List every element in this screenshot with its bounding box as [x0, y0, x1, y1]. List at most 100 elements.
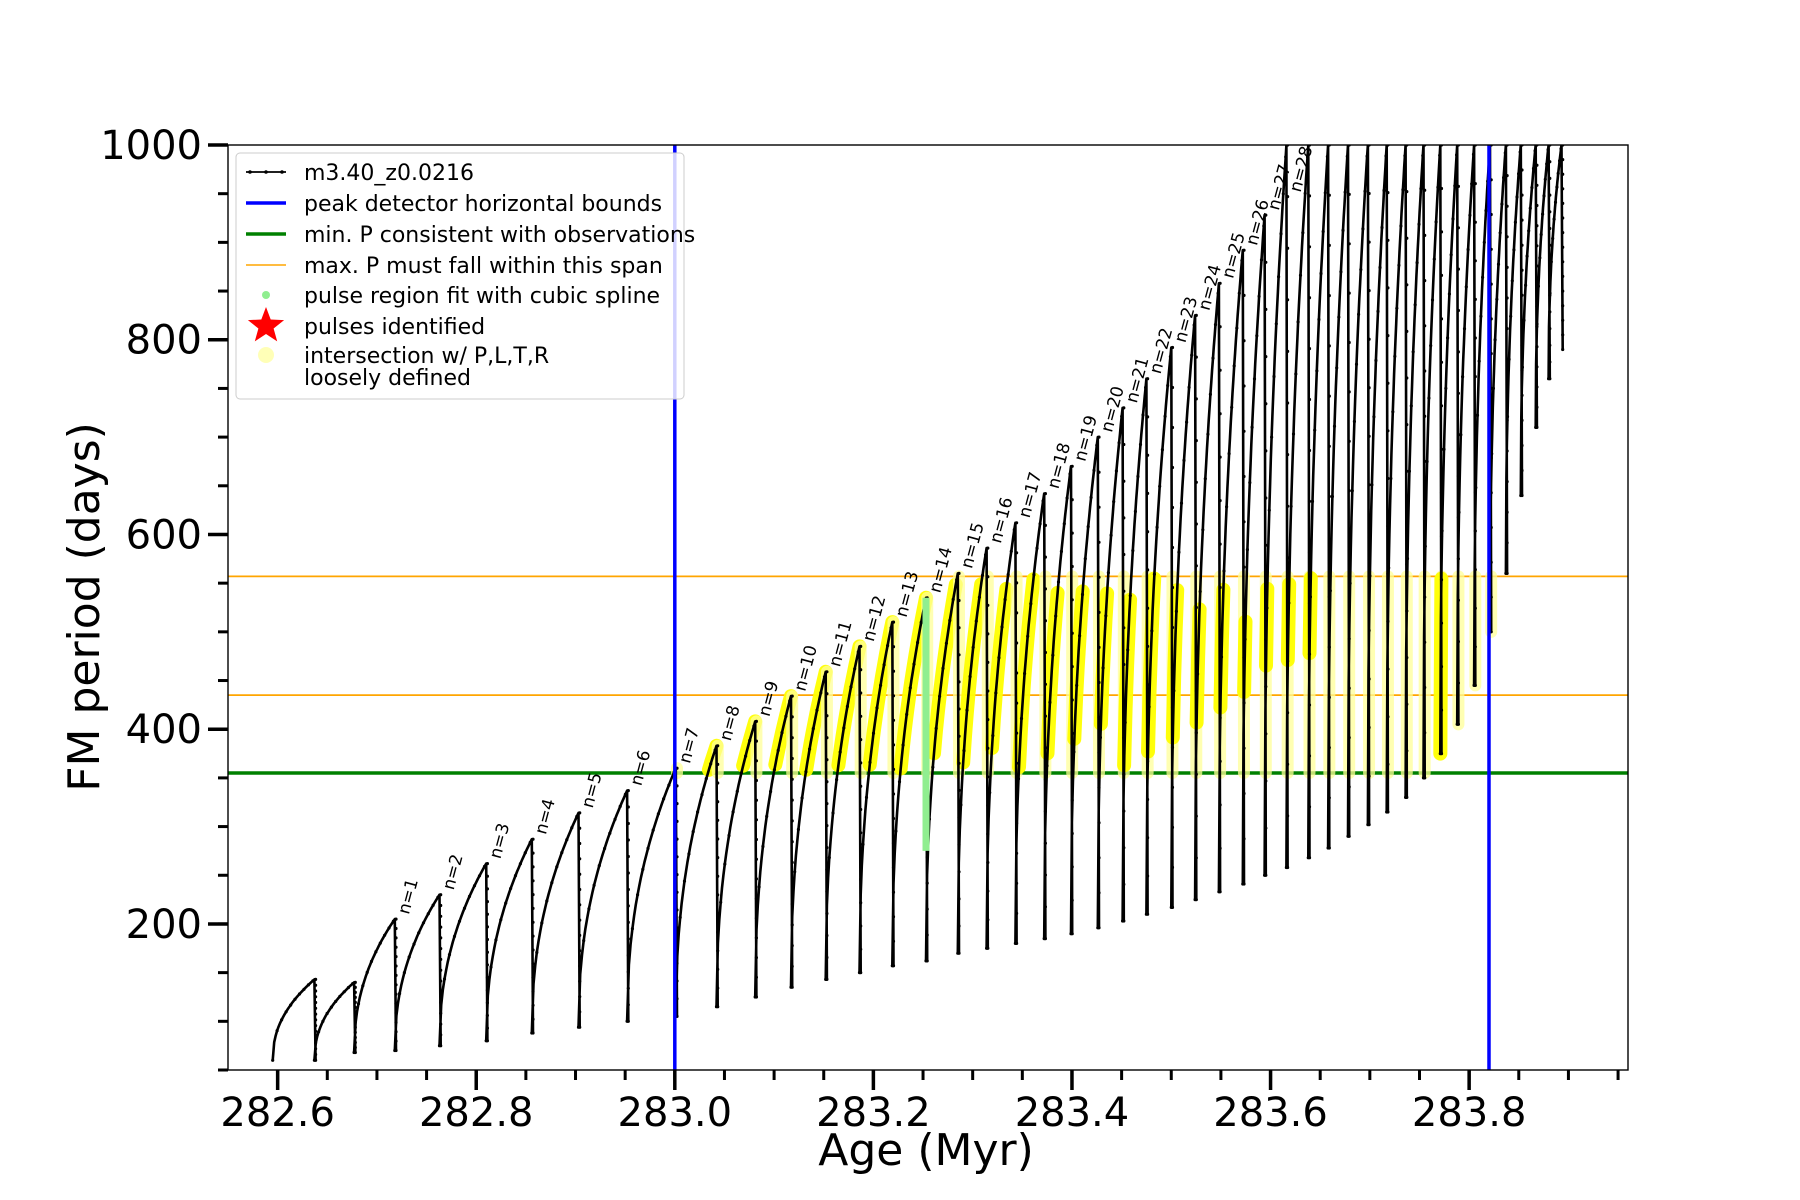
- curve-point: [1432, 257, 1436, 261]
- curve-point: [1194, 439, 1198, 443]
- curve-point: [626, 986, 630, 990]
- curve-point: [531, 962, 535, 966]
- curve-point: [1503, 151, 1507, 155]
- curve-point: [1131, 549, 1135, 553]
- curve-point: [1185, 420, 1189, 424]
- curve-point: [280, 1018, 284, 1022]
- curve-point: [727, 833, 731, 838]
- x-tick-label: 283.6: [1213, 1090, 1328, 1136]
- curve-point: [1423, 640, 1427, 644]
- curve-point: [387, 926, 391, 930]
- y-tick-label: 800: [126, 318, 202, 364]
- curve-point: [1535, 405, 1539, 409]
- curve-point: [1407, 469, 1411, 473]
- curve-point: [485, 874, 489, 878]
- curve-point: [1043, 714, 1047, 718]
- legend-entry: min. P consistent with observations: [246, 223, 695, 248]
- curve-point: [1023, 671, 1027, 676]
- curve-point: [1438, 752, 1442, 756]
- curve-point: [1218, 672, 1222, 677]
- curve-point: [859, 877, 863, 882]
- curve-point: [1548, 226, 1552, 231]
- curve-point: [1277, 275, 1281, 279]
- curve-point: [1347, 439, 1351, 443]
- curve-point: [1502, 176, 1506, 180]
- curve-point: [314, 1024, 318, 1028]
- curve-point: [716, 744, 720, 748]
- curve-point: [1248, 481, 1252, 485]
- curve-point: [897, 780, 902, 784]
- curve-point: [578, 933, 582, 938]
- curve-point: [531, 906, 535, 911]
- curve-point: [891, 841, 896, 845]
- curve-point: [1459, 433, 1463, 437]
- curve-point: [1306, 856, 1310, 860]
- curve-point: [329, 1005, 333, 1009]
- curve-point: [1519, 493, 1523, 498]
- curve-point: [957, 897, 961, 901]
- curve-point: [790, 736, 794, 740]
- curve-point: [825, 692, 829, 696]
- curve-point: [353, 1035, 357, 1040]
- curve-point: [769, 789, 773, 794]
- curve-point: [1003, 597, 1007, 602]
- x-tick-label: 282.8: [419, 1090, 534, 1136]
- curve-point: [744, 754, 748, 758]
- curve-point: [531, 934, 535, 938]
- curve-point: [1015, 821, 1019, 825]
- curve-point: [1471, 152, 1476, 156]
- curve-point: [790, 964, 794, 969]
- curve-point: [1367, 774, 1371, 778]
- curve-point: [1096, 926, 1100, 930]
- curve-point: [835, 778, 839, 782]
- curve-point: [1201, 528, 1205, 532]
- curve-point: [1512, 248, 1516, 252]
- curve-point: [1218, 629, 1222, 633]
- curve-point: [1520, 365, 1524, 369]
- curve-point: [417, 931, 421, 935]
- curve-point: [531, 837, 535, 841]
- curve-point: [875, 706, 879, 710]
- curve-point: [485, 963, 489, 967]
- curve-point: [1347, 538, 1351, 542]
- curve-point: [641, 867, 645, 872]
- curve-point: [986, 918, 990, 922]
- curve-point: [1196, 672, 1200, 676]
- curve-point: [1286, 607, 1290, 612]
- curve-point: [1327, 243, 1331, 247]
- curve-point: [578, 857, 582, 861]
- curve-point: [1359, 268, 1363, 272]
- curve-point: [819, 691, 823, 695]
- curve-point: [1146, 377, 1150, 381]
- curve-point: [472, 884, 477, 888]
- curve-point: [1368, 574, 1372, 578]
- curve-point: [1152, 572, 1156, 576]
- curve-point: [1378, 265, 1382, 270]
- curve-point: [394, 936, 398, 940]
- curve-point: [1493, 338, 1497, 342]
- curve-point: [1404, 795, 1408, 800]
- curve-point: [1561, 260, 1565, 264]
- curve-point: [1097, 470, 1101, 474]
- curve-point: [1548, 343, 1552, 347]
- curve-point: [1284, 865, 1288, 870]
- curve-point: [1264, 449, 1268, 453]
- curve-point: [353, 1025, 357, 1029]
- curve-point: [1327, 595, 1331, 599]
- curve-point: [1029, 602, 1033, 606]
- curve-point: [314, 1000, 318, 1005]
- curve-point: [957, 924, 961, 928]
- curve-point: [1505, 235, 1509, 239]
- y-tick-label: 1000: [100, 123, 202, 169]
- curve-point: [626, 1003, 630, 1007]
- curve-point: [1525, 254, 1529, 258]
- curve-point: [482, 864, 487, 869]
- curve-point: [314, 983, 318, 987]
- curve-point: [1548, 176, 1552, 180]
- curve-point: [1015, 851, 1019, 855]
- curve-point: [346, 986, 350, 990]
- curve-point: [859, 761, 863, 765]
- curve-point: [284, 1010, 288, 1014]
- curve-point: [626, 838, 630, 842]
- curve-point: [321, 1019, 325, 1023]
